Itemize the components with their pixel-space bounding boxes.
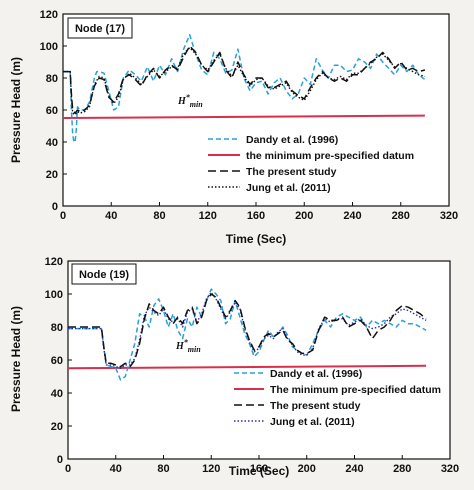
legend-entry-1: The minimum pre-specified datum <box>270 384 441 396</box>
y-tick-label: 80 <box>46 73 58 85</box>
x-tick-label: 160 <box>250 463 268 475</box>
x-tick-label: 320 <box>441 463 459 475</box>
node-label: Node (19) <box>79 269 129 281</box>
x-tick-label: 0 <box>65 463 71 475</box>
series-line-0 <box>68 288 427 381</box>
chart-node-19: 0 20 40 60 80 100 120 0 40 80 120 160 200 240 280 320 Ti… <box>9 256 459 478</box>
y-tick-label: 60 <box>51 355 63 367</box>
x-tick-label: 40 <box>105 210 117 222</box>
legend-entry-0: Dandy et al. (1996) <box>270 368 362 380</box>
legend-entry-1: the minimum pre-specified datum <box>246 150 414 162</box>
node-label: Node (17) <box>75 23 125 35</box>
x-tick-label: 80 <box>157 463 169 475</box>
x-tick-label: 320 <box>440 210 458 222</box>
x-tick-label: 240 <box>343 210 361 222</box>
plot-area <box>67 260 451 460</box>
series-line-2 <box>68 293 427 368</box>
x-tick-label: 0 <box>60 210 66 222</box>
legend-entry-2: The present study <box>270 400 361 412</box>
series-line-3 <box>68 291 427 369</box>
series-line-1 <box>62 114 425 119</box>
x-tick-label: 120 <box>199 210 217 222</box>
y-tick-label: 40 <box>46 137 58 149</box>
x-tick-label: 80 <box>153 210 165 222</box>
hmin-base: H <box>175 341 185 352</box>
y-tick-label: 120 <box>40 9 58 21</box>
y-tick-label: 100 <box>40 41 58 53</box>
node-label-box <box>71 263 137 285</box>
y-tick-label: 100 <box>45 289 63 301</box>
y-tick-label: 0 <box>52 201 58 213</box>
hmin-sub: min <box>190 100 203 109</box>
hmin-base: H <box>177 96 187 107</box>
y-tick-label: 20 <box>51 421 63 433</box>
hmin-sup: * <box>186 93 191 102</box>
hmin-annotation: H*min <box>177 93 203 109</box>
chart-node-17: 0 20 40 60 80 100 120 0 40 80 120 160 200 240 280 320 Ti… <box>9 9 458 246</box>
x-tick-label: 280 <box>392 210 410 222</box>
x-axis-title: Time (Sec) <box>229 464 289 478</box>
x-tick-label: 160 <box>247 210 265 222</box>
x-tick-label: 40 <box>110 463 122 475</box>
series-line-2 <box>63 45 426 114</box>
x-tick-label: 200 <box>298 463 316 475</box>
legend-entry-3: Jung et al. (2011) <box>246 182 331 194</box>
legend-entry-0: Dandy et al. (1996) <box>246 134 338 146</box>
hmin-sup: * <box>184 338 189 347</box>
legend-entry-3: Jung et al. (2011) <box>270 416 355 428</box>
x-tick-label: 120 <box>202 463 220 475</box>
legend-entry-2: The present study <box>246 166 337 178</box>
node-label-box <box>67 17 133 39</box>
y-tick-label: 80 <box>51 322 63 334</box>
y-axis-title: Pressure Head (m) <box>9 57 23 163</box>
y-tick-label: 20 <box>46 169 58 181</box>
y-tick-label: 40 <box>51 388 63 400</box>
x-tick-label: 280 <box>393 463 411 475</box>
y-tick-label: 120 <box>45 256 63 268</box>
plot-area <box>62 13 450 207</box>
y-tick-label: 0 <box>57 454 63 466</box>
x-axis-title: Time (Sec) <box>226 232 286 246</box>
x-tick-label: 240 <box>345 463 363 475</box>
hmin-sub: min <box>188 345 201 354</box>
hmin-annotation: H*min <box>175 338 201 354</box>
x-tick-label: 200 <box>295 210 313 222</box>
y-tick-label: 60 <box>46 105 58 117</box>
y-axis-title: Pressure Head (m) <box>9 306 23 412</box>
